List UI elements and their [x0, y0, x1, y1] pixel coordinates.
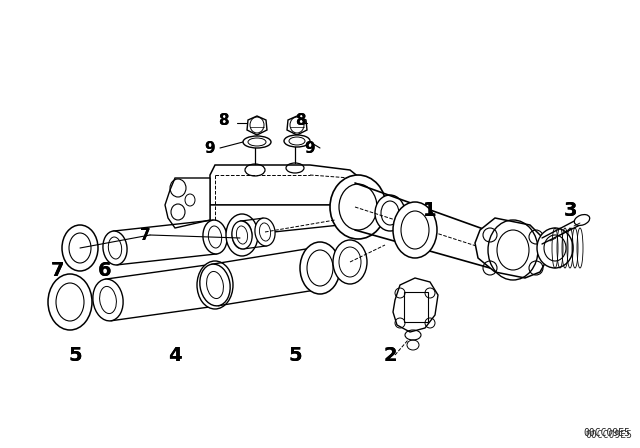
Ellipse shape: [203, 220, 227, 254]
Ellipse shape: [375, 195, 405, 231]
Text: 9: 9: [205, 141, 215, 155]
Text: 7: 7: [51, 260, 65, 280]
Text: 5: 5: [68, 345, 82, 365]
Ellipse shape: [93, 279, 123, 321]
Text: 5: 5: [288, 345, 302, 365]
Text: 8: 8: [294, 112, 305, 128]
Ellipse shape: [62, 225, 98, 271]
Text: 2: 2: [383, 345, 397, 365]
Ellipse shape: [393, 202, 437, 258]
Text: 6: 6: [98, 260, 112, 280]
Text: 7: 7: [51, 260, 65, 280]
Text: 00CC09E5: 00CC09E5: [583, 428, 630, 438]
Text: 8: 8: [294, 112, 305, 128]
Polygon shape: [210, 195, 355, 235]
Text: 8: 8: [218, 112, 228, 128]
Ellipse shape: [103, 231, 127, 265]
Text: 3: 3: [563, 201, 577, 220]
Text: 5: 5: [288, 345, 302, 365]
Ellipse shape: [200, 264, 230, 306]
Polygon shape: [247, 116, 267, 135]
Text: 5: 5: [68, 345, 82, 365]
Ellipse shape: [200, 264, 230, 306]
Ellipse shape: [255, 218, 275, 246]
Text: 6: 6: [98, 260, 112, 280]
Ellipse shape: [243, 136, 271, 148]
Text: 1: 1: [423, 201, 437, 220]
Text: 7: 7: [140, 228, 150, 242]
Text: 8: 8: [218, 112, 228, 128]
Ellipse shape: [197, 261, 233, 309]
Text: 3: 3: [563, 201, 577, 220]
Text: 00CC09E5: 00CC09E5: [585, 430, 632, 440]
Polygon shape: [165, 178, 210, 228]
Ellipse shape: [284, 135, 310, 147]
Ellipse shape: [333, 240, 367, 284]
Ellipse shape: [305, 247, 335, 289]
Text: 2: 2: [383, 345, 397, 365]
Ellipse shape: [232, 221, 252, 249]
Polygon shape: [210, 165, 360, 205]
Polygon shape: [287, 116, 307, 135]
Text: 7: 7: [140, 228, 150, 242]
Ellipse shape: [574, 215, 589, 225]
Ellipse shape: [537, 228, 573, 268]
Ellipse shape: [300, 242, 340, 294]
Ellipse shape: [226, 214, 258, 256]
Polygon shape: [393, 278, 438, 332]
Text: 9: 9: [305, 141, 316, 155]
Text: 4: 4: [168, 345, 182, 365]
Text: 1: 1: [423, 201, 437, 220]
Text: 9: 9: [305, 141, 316, 155]
Text: 4: 4: [168, 345, 182, 365]
Bar: [404, 292, 428, 322]
Polygon shape: [475, 218, 548, 278]
Ellipse shape: [330, 175, 386, 239]
Ellipse shape: [48, 274, 92, 330]
Text: 9: 9: [205, 141, 215, 155]
